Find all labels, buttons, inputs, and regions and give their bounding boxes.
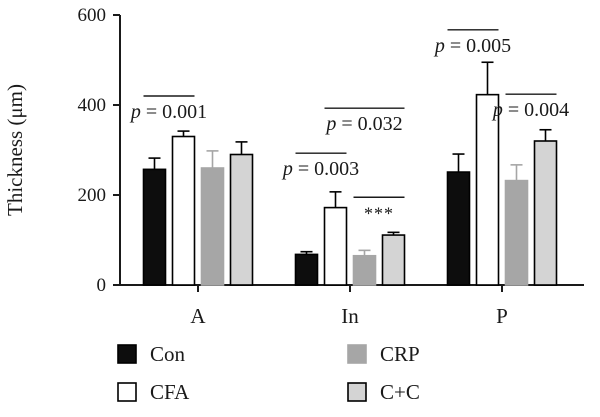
legend: Con CFA CRP C+C — [117, 342, 420, 404]
y-axis-label-group: Thickness (μm) — [3, 84, 27, 216]
p-symbol: p — [324, 113, 336, 135]
legend-label: CRP — [380, 342, 420, 366]
bar-con-p — [446, 171, 471, 286]
p-symbol: p — [281, 158, 293, 180]
bars — [142, 93, 558, 286]
bar-cc-in — [381, 234, 406, 286]
x-tick-label: In — [341, 304, 359, 328]
x-tick-label: A — [190, 304, 206, 328]
p-symbol: p — [433, 35, 445, 57]
bar-cc-p — [533, 140, 558, 286]
legend-label: C+C — [380, 380, 420, 404]
y-tick-label: 600 — [78, 5, 107, 26]
p-value: = 0.005 — [445, 35, 511, 57]
legend-swatch-cfa — [117, 382, 137, 402]
p-value-label: p = 0.005 — [433, 35, 511, 57]
p-value: = 0.001 — [141, 101, 207, 123]
p-value-label: p = 0.003 — [281, 158, 359, 180]
bar-crp-a — [200, 167, 225, 286]
bar-crp-in — [352, 254, 377, 286]
legend-label: CFA — [150, 380, 190, 404]
legend-label: Con — [150, 342, 186, 366]
p-value: = 0.003 — [293, 158, 359, 180]
p-value: = 0.032 — [336, 113, 402, 135]
bar-con-in — [294, 253, 319, 286]
p-symbol: p — [491, 99, 503, 121]
bar-con-a — [142, 168, 167, 286]
p-value: = 0.004 — [503, 99, 569, 121]
error-bars — [148, 61, 552, 256]
p-value-label: p = 0.004 — [491, 99, 569, 121]
legend-swatch-con — [117, 344, 137, 364]
significance-stars: *** — [364, 203, 394, 223]
p-symbol: p — [129, 101, 141, 123]
y-tick-label: 0 — [97, 275, 107, 296]
bar-cfa-in — [323, 206, 348, 286]
bar-cfa-p — [475, 93, 500, 286]
y-axis-label: Thickness (μm) — [3, 84, 27, 216]
legend-swatch-crp — [347, 344, 367, 364]
y-tick-label: 400 — [78, 95, 107, 116]
axes: 0 200 400 600 A In P — [78, 5, 584, 328]
p-value-label: p = 0.032 — [324, 113, 402, 135]
x-tick-label: P — [496, 304, 508, 328]
bar-cc-a — [229, 153, 254, 286]
legend-swatch-cc — [347, 382, 367, 402]
bar-cfa-a — [171, 135, 196, 286]
p-value-label: p = 0.001 — [129, 101, 207, 123]
y-tick-label: 200 — [78, 185, 107, 206]
bar-crp-p — [504, 179, 529, 286]
